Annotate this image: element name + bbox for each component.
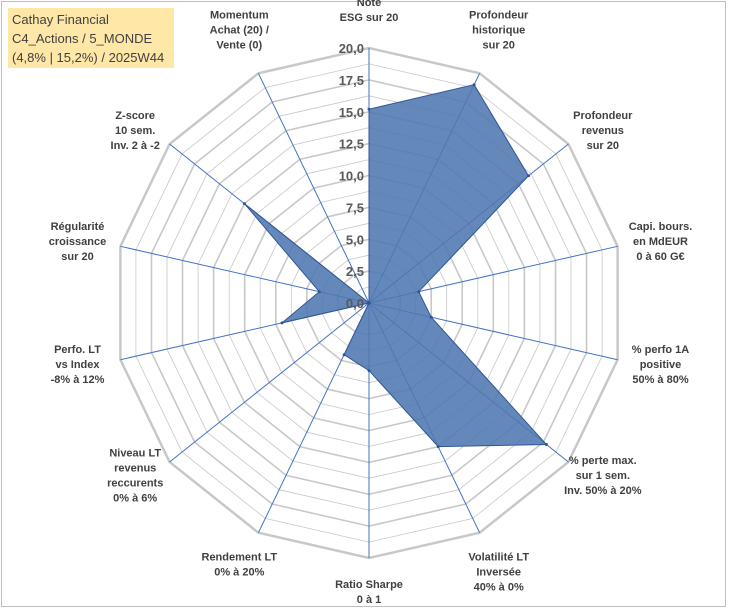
axis-label-line: Volatilité LT — [468, 552, 529, 564]
axis-label-line: revenus — [582, 125, 624, 137]
axis-spoke — [257, 73, 370, 304]
series-point — [429, 315, 433, 319]
axis-label-line: reccurents — [107, 478, 163, 490]
axis-label-line: 10 sem. — [115, 125, 155, 137]
axis-label: Rendement LT 0% à 20% — [202, 552, 278, 579]
axis-label-line: positive — [640, 359, 682, 371]
axis-label: Momentum Achat (20) / Vente (0) — [210, 9, 269, 51]
axis-label: Note ESG sur 20 — [340, 0, 399, 24]
axis-label-line: Perfo. LT — [54, 344, 101, 356]
axis-label-line: Ratio Sharpe — [335, 579, 403, 591]
series-point — [436, 445, 440, 449]
radar-series — [242, 83, 548, 449]
axis-label: Profondeur revenus sur 20 — [573, 110, 633, 152]
axis-label-line: Inv. 50% à 20% — [564, 485, 642, 497]
tick-label: 17,5 — [339, 73, 364, 88]
series-point — [367, 369, 371, 373]
axis-label-line: Profondeur — [469, 9, 529, 21]
axis-spoke — [169, 302, 370, 463]
axis-label-line: Rendement LT — [202, 552, 278, 564]
axis-label-line: -8% à 12% — [51, 374, 105, 386]
chart-title-box: Cathay Financial C4_Actions / 5_MONDE (4… — [8, 8, 174, 68]
axis-label-line: croissance — [49, 236, 106, 248]
axis-label-line: Z-score — [115, 110, 155, 122]
axis-label-line: Achat (20) / — [210, 24, 269, 36]
tick-label: 12,5 — [339, 137, 364, 152]
axis-label-line: historique — [472, 24, 525, 36]
tick-label: 20,0 — [339, 41, 364, 56]
tick-label: 7,5 — [346, 200, 364, 215]
axis-label: Profondeur historique sur 20 — [469, 9, 529, 51]
series-point — [417, 290, 421, 294]
axis-label: % perte max. sur 1 sem. Inv. 50% à 20% — [564, 455, 642, 497]
tick-label: 5,0 — [346, 232, 364, 247]
series-point — [367, 107, 371, 111]
axis-label-line: Vente (0) — [216, 39, 262, 51]
series-point — [544, 443, 548, 446]
axis-label-line: 0 à 60 G€ — [636, 251, 684, 263]
axis-label-line: 0% à 20% — [214, 567, 264, 579]
series-point — [527, 174, 530, 178]
tick-label: 15,0 — [339, 105, 364, 120]
axis-label-line: Note — [357, 0, 381, 9]
axis-label: Volatilité LT Inversée 40% à 0% — [468, 552, 529, 594]
series-point — [342, 353, 346, 357]
axis-label: Z-score 10 sem. Inv. 2 à -2 — [111, 110, 160, 152]
radar-axis-labels: Note ESG sur 20 Profondeur historique sur 20… — [49, 0, 693, 606]
axis-label: Niveau LT revenus reccurents 0% à 6% — [107, 448, 163, 505]
radar-tick-labels: 0,0 2,5 5,0 7,5 10,0 12,5 15,0 17,5 20,0 — [339, 41, 364, 311]
title-line-3: (4,8% | 15,2%) / 2025W44 — [12, 50, 165, 65]
axis-label-line: Momentum — [210, 9, 269, 21]
series-point — [280, 321, 284, 325]
axis-label-line: 40% à 0% — [474, 582, 524, 594]
series-point — [242, 202, 246, 206]
title-line-2: C4_Actions / 5_MONDE — [12, 31, 153, 46]
axis-label-line: vs Index — [55, 359, 100, 371]
tick-label: 0,0 — [346, 296, 364, 311]
axis-label-line: % perfo 1A — [632, 344, 690, 356]
axis-label-line: en MdEUR — [633, 236, 688, 248]
axis-label-line: Capi. bours. — [629, 221, 693, 233]
axis-label: Perfo. LT vs Index -8% à 12% — [51, 344, 105, 386]
axis-label-line: sur 20 — [587, 140, 619, 152]
axis-label-line: revenus — [114, 463, 156, 475]
tick-label: 10,0 — [339, 169, 364, 184]
axis-label-line: ESG sur 20 — [340, 12, 399, 24]
axis-label-line: 50% à 80% — [632, 374, 688, 386]
axis-label-line: Niveau LT — [109, 448, 161, 460]
axis-label-line: Profondeur — [573, 110, 633, 122]
series-point — [317, 290, 321, 294]
axis-label-line: 0% à 6% — [113, 493, 157, 505]
axis-label-line: sur 1 sem. — [576, 470, 630, 482]
title-line-1: Cathay Financial — [12, 12, 109, 27]
tick-label: 2,5 — [346, 264, 364, 279]
axis-label: % perfo 1A positive 50% à 80% — [632, 344, 690, 386]
axis-label-line: 0 à 1 — [357, 594, 381, 606]
axis-label-line: sur 20 — [482, 39, 514, 51]
axis-label-line: sur 20 — [61, 251, 93, 263]
series-point — [367, 301, 371, 305]
series-point — [472, 83, 476, 87]
axis-label: Ratio Sharpe 0 à 1 — [335, 579, 403, 606]
axis-label-line: Régularité — [51, 221, 105, 233]
axis-label-line: Inv. 2 à -2 — [111, 140, 160, 152]
axis-label: Capi. bours. en MdEUR 0 à 60 G€ — [629, 221, 693, 263]
axis-label-line: % perte max. — [569, 455, 637, 467]
axis-label-line: Inversée — [476, 567, 521, 579]
axis-label: Régularité croissance sur 20 — [49, 221, 106, 263]
